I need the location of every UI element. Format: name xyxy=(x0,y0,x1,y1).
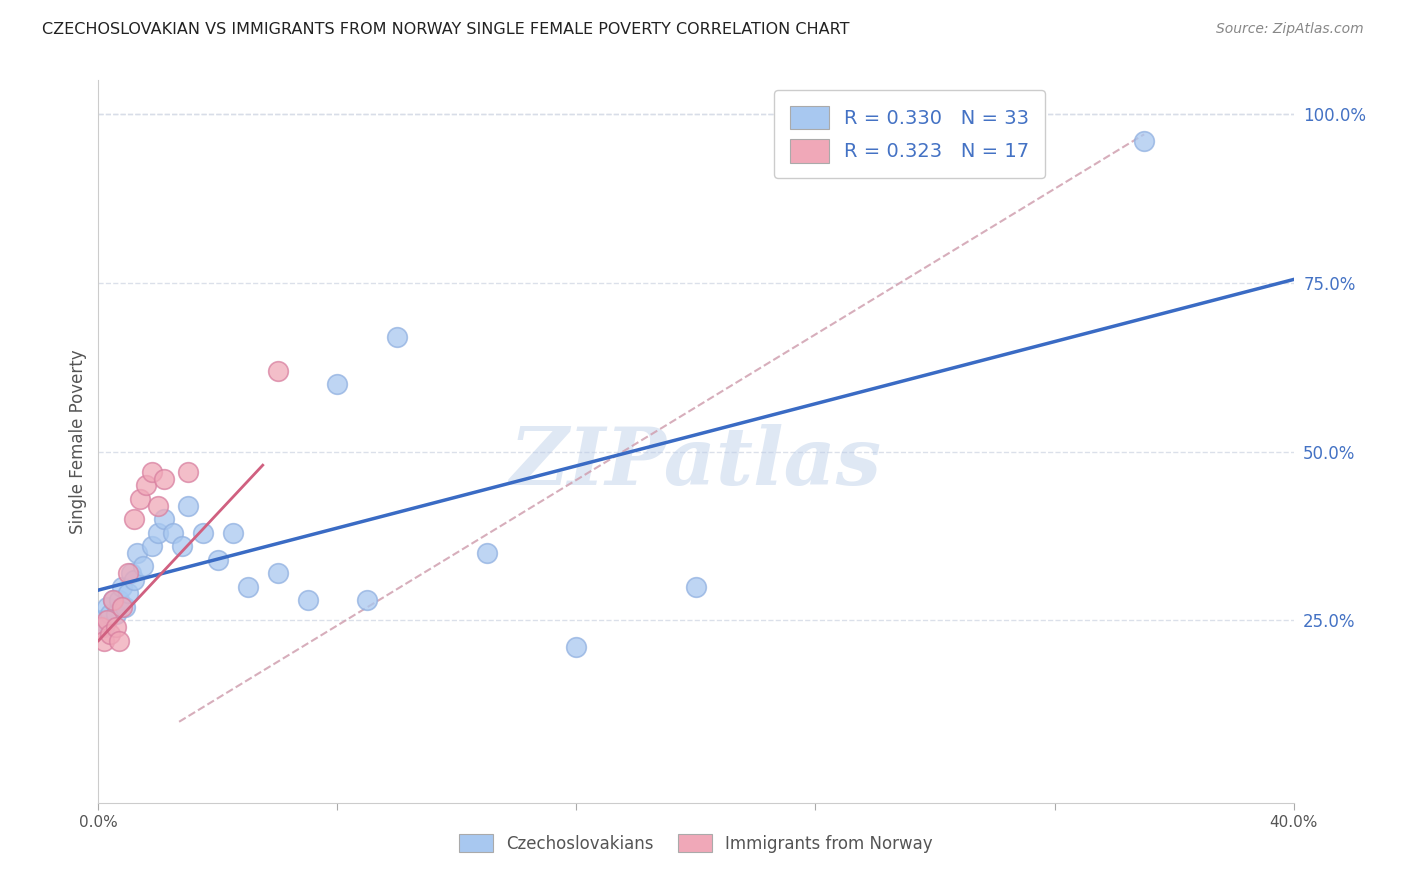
Point xyxy=(96,614,118,628)
Point xyxy=(96,599,118,614)
Point xyxy=(105,607,128,621)
Text: Source: ZipAtlas.com: Source: ZipAtlas.com xyxy=(1216,22,1364,37)
Point xyxy=(141,539,163,553)
Point xyxy=(1133,134,1156,148)
Point xyxy=(103,593,125,607)
Point xyxy=(124,512,146,526)
Point xyxy=(93,620,115,634)
Point xyxy=(141,465,163,479)
Point xyxy=(267,364,290,378)
Point xyxy=(222,525,245,540)
Point xyxy=(177,465,200,479)
Point xyxy=(93,633,115,648)
Point xyxy=(267,566,290,581)
Text: ZIPatlas: ZIPatlas xyxy=(510,425,882,502)
Point xyxy=(120,566,142,581)
Point xyxy=(148,525,170,540)
Y-axis label: Single Female Poverty: Single Female Poverty xyxy=(69,350,87,533)
Point xyxy=(191,525,214,540)
Point xyxy=(111,580,134,594)
Point xyxy=(236,580,259,594)
Point xyxy=(90,620,112,634)
Point xyxy=(105,620,128,634)
Point xyxy=(153,512,176,526)
Point xyxy=(356,593,378,607)
Point xyxy=(117,566,139,581)
Point xyxy=(135,478,157,492)
Point xyxy=(297,593,319,607)
Point xyxy=(108,593,131,607)
Point xyxy=(98,627,122,641)
Point xyxy=(90,614,112,628)
Point xyxy=(172,539,194,553)
Point xyxy=(148,499,170,513)
Text: CZECHOSLOVAKIAN VS IMMIGRANTS FROM NORWAY SINGLE FEMALE POVERTY CORRELATION CHAR: CZECHOSLOVAKIAN VS IMMIGRANTS FROM NORWA… xyxy=(42,22,849,37)
Point xyxy=(103,593,125,607)
Point xyxy=(207,552,229,566)
Point xyxy=(685,580,707,594)
Point xyxy=(475,546,498,560)
Point xyxy=(385,330,409,344)
Point xyxy=(108,633,131,648)
Point xyxy=(162,525,184,540)
Point xyxy=(98,607,122,621)
Point xyxy=(129,491,152,506)
Point xyxy=(177,499,200,513)
Point xyxy=(153,472,176,486)
Legend: Czechoslovakians, Immigrants from Norway: Czechoslovakians, Immigrants from Norway xyxy=(453,828,939,860)
Point xyxy=(117,586,139,600)
Point xyxy=(127,546,149,560)
Point xyxy=(132,559,155,574)
Point xyxy=(111,599,134,614)
Point xyxy=(124,573,146,587)
Point xyxy=(565,640,588,655)
Point xyxy=(114,599,136,614)
Point xyxy=(326,377,349,392)
